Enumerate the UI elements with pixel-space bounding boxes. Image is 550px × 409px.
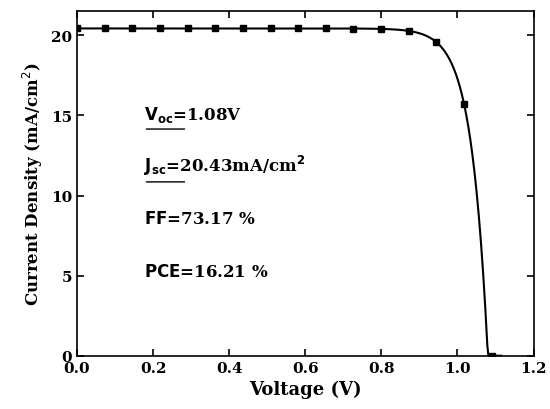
X-axis label: Voltage (V): Voltage (V) [249, 380, 361, 398]
Text: $\mathbf{PCE}$=16.21 %: $\mathbf{PCE}$=16.21 % [144, 263, 268, 280]
Text: $\mathbf{FF}$=73.17 %: $\mathbf{FF}$=73.17 % [144, 210, 255, 227]
Text: $\mathbf{V_{oc}}$=1.08V: $\mathbf{V_{oc}}$=1.08V [144, 104, 241, 124]
Y-axis label: Current Density (mA/cm$^2$): Current Density (mA/cm$^2$) [21, 63, 45, 306]
Text: $\mathbf{J_{sc}}$=20.43mA/cm$\mathbf{^2}$: $\mathbf{J_{sc}}$=20.43mA/cm$\mathbf{^2}… [144, 154, 305, 178]
